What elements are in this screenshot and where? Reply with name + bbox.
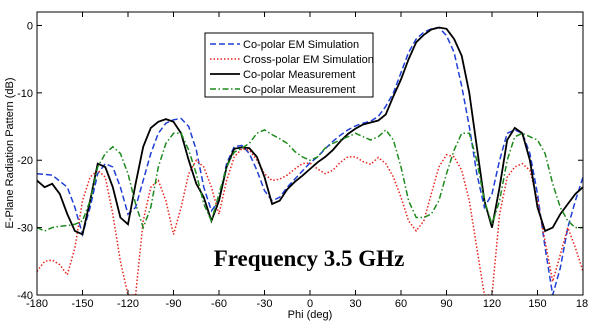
y-tick-label: -20 — [17, 155, 33, 167]
y-tick-label: -10 — [17, 88, 33, 100]
x-tick-label: 150 — [528, 298, 546, 310]
x-tick-label: -30 — [257, 298, 273, 310]
x-tick-label: 30 — [349, 298, 361, 310]
x-tick-label: 18 — [576, 298, 588, 310]
frequency-annotation: Frequency 3.5 GHz — [214, 246, 405, 271]
x-axis-label: Phi (deg) — [288, 309, 333, 321]
y-tick-label: -40 — [17, 290, 33, 302]
legend-label-2: Cross-polar EM Simulation — [243, 54, 374, 66]
legend: Co-polar EM Simulation Cross-polar EM Sim… — [204, 32, 374, 98]
legend-label-1: Co-polar EM Simulation — [243, 39, 359, 51]
series-line-4 — [37, 128, 583, 232]
series-line-3 — [37, 26, 583, 236]
x-tick-label: -90 — [166, 298, 182, 310]
x-tick-label: 120 — [483, 298, 501, 310]
series-layer — [37, 26, 583, 295]
legend-label-3: Co-polar Measurement — [243, 69, 356, 81]
y-axis-label: E-Plane Radiation Pattern (dB) — [4, 77, 16, 228]
x-tick-label: -150 — [71, 298, 93, 310]
x-tick-label: -120 — [117, 298, 139, 310]
x-tick-label: -60 — [211, 298, 227, 310]
x-tick-label: 60 — [395, 298, 407, 310]
x-tick-label: -180 — [26, 298, 48, 310]
series-line-1 — [37, 26, 583, 295]
y-tick-label: 0 — [27, 20, 33, 32]
ticks-layer: -180 -150 -120 -90 -60 -30 0 30 60 90 120 150 180-10… — [17, 12, 588, 310]
y-tick-label: -30 — [17, 223, 33, 235]
legend-label-4: Co-polar Measurement — [243, 84, 356, 96]
x-tick-label: 90 — [440, 298, 452, 310]
x-tick-label: 0 — [307, 298, 313, 310]
